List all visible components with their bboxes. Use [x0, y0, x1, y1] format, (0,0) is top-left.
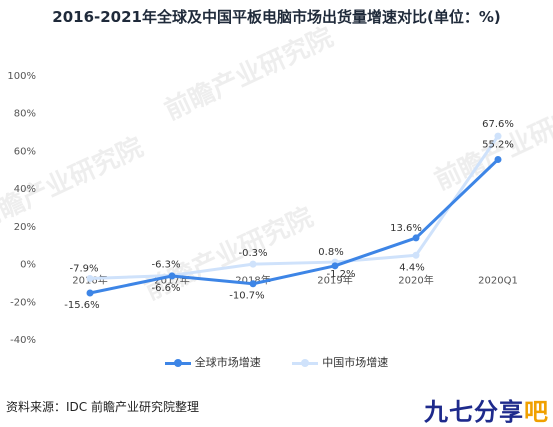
point-china	[494, 132, 502, 140]
point-china	[412, 251, 420, 259]
x-tick-label: 2020Q1	[478, 276, 518, 287]
y-tick-label: 80%	[14, 109, 36, 120]
watermark-text: 前瞻产业研究院	[160, 21, 338, 126]
y-tick-label: 40%	[14, 184, 36, 195]
y-tick-label: -40%	[10, 335, 36, 346]
y-axis: 100% 80% 60% 40% 20% 0% -20% -40%	[7, 71, 36, 346]
x-tick-label: 2019年	[317, 274, 352, 287]
y-tick-label: 20%	[14, 222, 36, 233]
data-label-china: -0.3%	[238, 248, 267, 259]
point-global	[494, 155, 502, 163]
y-tick-label: 0%	[20, 260, 36, 271]
point-global	[412, 234, 420, 242]
data-label-china: -6.3%	[151, 259, 180, 270]
data-label-global: 55.2%	[482, 139, 514, 150]
x-tick-label: 2020年	[398, 274, 433, 287]
legend-item-global: 全球市场增速	[164, 354, 261, 370]
data-label-china: 67.6%	[482, 119, 514, 130]
point-global	[168, 272, 176, 280]
legend: 全球市场增速 中国市场增速	[0, 354, 553, 370]
legend-swatch-china	[292, 358, 319, 367]
source-note: 资料来源：IDC 前瞻产业研究院整理	[6, 400, 199, 414]
y-tick-label: 60%	[14, 146, 36, 157]
data-label-china: -7.9%	[69, 263, 98, 274]
data-label-global: -6.6%	[151, 283, 180, 294]
data-labels: -15.6% -6.6% -10.7% -1.2% 13.6% 55.2% -7.9% -6.…	[64, 119, 514, 311]
point-global	[331, 262, 339, 270]
series-layer	[86, 132, 502, 297]
data-label-china: 4.4%	[399, 262, 424, 273]
brand-main: 九七分享	[424, 398, 524, 426]
legend-label-china: 中国市场增速	[322, 356, 389, 369]
data-label-global: 13.6%	[390, 223, 422, 234]
point-china	[249, 260, 257, 268]
data-label-global: -10.7%	[229, 291, 264, 302]
series-line-global	[89, 158, 500, 295]
point-global	[249, 280, 257, 288]
point-global	[86, 289, 94, 297]
series-line-china	[89, 135, 500, 280]
data-label-global: -1.2%	[326, 269, 355, 280]
legend-item-china: 中国市场增速	[292, 354, 388, 370]
legend-label-global: 全球市场增速	[194, 356, 261, 369]
point-china	[86, 274, 94, 282]
data-label-global: -15.6%	[64, 300, 99, 311]
y-tick-label: 100%	[7, 71, 36, 82]
chart-title: 2016-2021年全球及中国平板电脑市场出货量增速对比(单位：%)	[52, 8, 501, 26]
brand-logo: 九七分享吧	[424, 392, 549, 427]
data-label-china: 0.8%	[318, 247, 343, 258]
brand-accent: 吧	[524, 398, 549, 426]
legend-swatch-global	[164, 358, 191, 367]
y-tick-label: -20%	[10, 297, 36, 308]
